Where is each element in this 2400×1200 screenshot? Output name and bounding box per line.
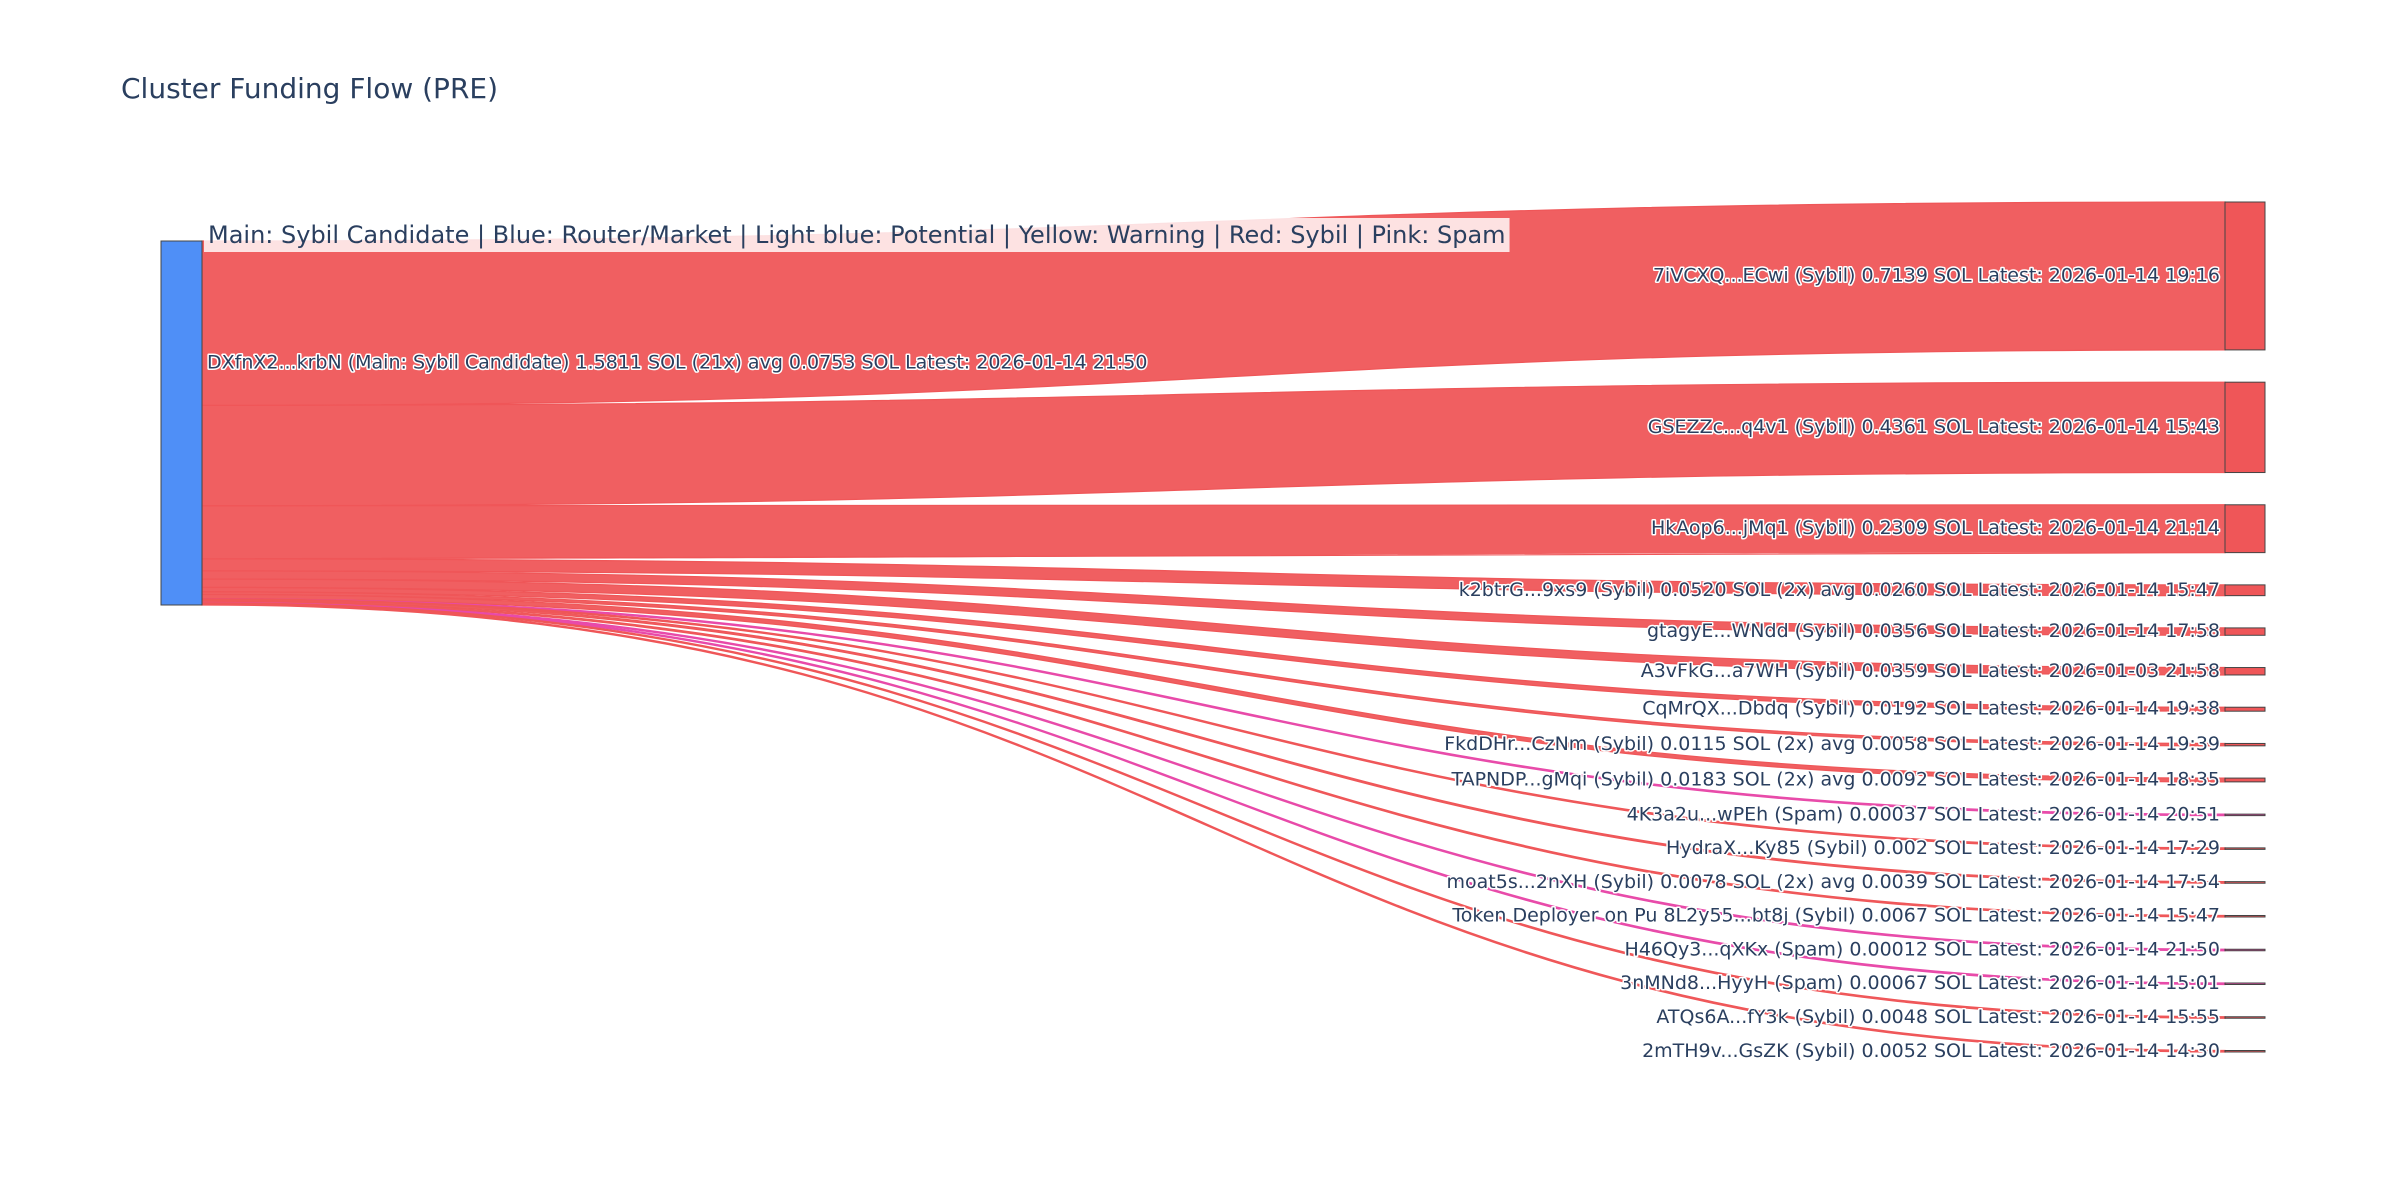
target-label: Token Deployer on Pu 8L2y55...bt8j (Sybi… (1451, 905, 2220, 927)
target-node (2224, 742, 2266, 747)
target-label: CqMrQX...Dbdq (Sybil) 0.0192 SOL Latest:… (1642, 698, 2220, 720)
target-label: TAPNDP...gMqi (Sybil) 0.0183 SOL (2x) av… (1450, 768, 2220, 790)
target-node (2224, 881, 2266, 884)
flow-link (201, 504, 2226, 560)
target-label-halo: k2btrG...9xs9 (Sybil) 0.0520 SOL (2x) av… (1459, 579, 2220, 601)
target-label: A3vFkG...a7WH (Sybil) 0.0359 SOL Latest:… (1641, 660, 2220, 682)
sankey-nodes (160, 201, 2266, 1053)
target-label-halo: CqMrQX...Dbdq (Sybil) 0.0192 SOL Latest:… (1642, 698, 2220, 720)
target-label: GSEZZc...q4v1 (Sybil) 0.4361 SOL Latest:… (1648, 416, 2220, 438)
target-label: HkAop6...jMq1 (Sybil) 0.2309 SOL Latest:… (1651, 517, 2220, 539)
target-label: FkdDHr...CzNm (Sybil) 0.0115 SOL (2x) av… (1444, 733, 2220, 755)
target-node (2224, 1016, 2266, 1019)
target-node (2224, 982, 2266, 985)
sankey-labels: DXfnX2...krbN (Main: Sybil Candidate) 1.… (204, 218, 2222, 1063)
target-label-halo: TAPNDP...gMqi (Sybil) 0.0183 SOL (2x) av… (1450, 768, 2220, 790)
target-label: ATQs6A...fY3k (Sybil) 0.0048 SOL Latest:… (1656, 1006, 2220, 1028)
target-label-halo: ATQs6A...fY3k (Sybil) 0.0048 SOL Latest:… (1656, 1006, 2220, 1028)
legend-annotation-bg (204, 218, 1510, 252)
target-label: k2btrG...9xs9 (Sybil) 0.0520 SOL (2x) av… (1459, 579, 2220, 601)
target-node (2224, 504, 2266, 554)
target-node (2224, 777, 2266, 783)
target-node (2224, 584, 2266, 597)
target-label-halo: H46Qy3...qXKx (Spam) 0.00012 SOL Latest:… (1625, 938, 2220, 960)
target-label-halo: A3vFkG...a7WH (Sybil) 0.0359 SOL Latest:… (1641, 660, 2220, 682)
target-node (2224, 627, 2266, 636)
source-node (160, 240, 203, 606)
source-label: DXfnX2...krbN (Main: Sybil Candidate) 1.… (207, 352, 1147, 374)
target-label-halo: 2mTH9v...GsZK (Sybil) 0.0052 SOL Latest:… (1642, 1040, 2220, 1062)
chart-title: Cluster Funding Flow (PRE) (121, 72, 499, 105)
target-label-halo: GSEZZc...q4v1 (Sybil) 0.4361 SOL Latest:… (1648, 416, 2220, 438)
target-node (2224, 667, 2266, 676)
target-label: moat5s...2nXH (Sybil) 0.0078 SOL (2x) av… (1447, 871, 2220, 893)
target-label-halo: Token Deployer on Pu 8L2y55...bt8j (Sybi… (1451, 905, 2220, 927)
target-node (2224, 1050, 2266, 1053)
target-label-halo: gtagyE...WNdd (Sybil) 0.0356 SOL Latest:… (1647, 620, 2220, 642)
target-node (2224, 381, 2266, 474)
target-label-halo: 3nMNd8...HyyH (Spam) 0.00067 SOL Latest:… (1620, 972, 2220, 994)
target-label: H46Qy3...qXKx (Spam) 0.00012 SOL Latest:… (1625, 938, 2220, 960)
target-node (2224, 201, 2266, 351)
target-node (2224, 914, 2266, 918)
target-label: 2mTH9v...GsZK (Sybil) 0.0052 SOL Latest:… (1642, 1040, 2220, 1062)
target-label-halo: HkAop6...jMq1 (Sybil) 0.2309 SOL Latest:… (1651, 517, 2220, 539)
legend-annotation: Main: Sybil Candidate | Blue: Router/Mar… (208, 221, 1506, 249)
target-label-halo: 7iVCXQ...ECwi (Sybil) 0.7139 SOL Latest:… (1653, 264, 2220, 286)
target-node (2224, 847, 2266, 850)
target-node (2224, 706, 2266, 712)
target-label: gtagyE...WNdd (Sybil) 0.0356 SOL Latest:… (1647, 620, 2220, 642)
target-label: 7iVCXQ...ECwi (Sybil) 0.7139 SOL Latest:… (1653, 264, 2220, 286)
target-label-halo: FkdDHr...CzNm (Sybil) 0.0115 SOL (2x) av… (1444, 733, 2220, 755)
target-node (2224, 948, 2266, 952)
target-label-halo: HydraX...Ky85 (Sybil) 0.002 SOL Latest: … (1666, 837, 2220, 859)
target-label: 3nMNd8...HyyH (Spam) 0.00067 SOL Latest:… (1620, 972, 2220, 994)
target-label-halo: moat5s...2nXH (Sybil) 0.0078 SOL (2x) av… (1447, 871, 2220, 893)
target-label: HydraX...Ky85 (Sybil) 0.002 SOL Latest: … (1666, 837, 2220, 859)
target-node (2224, 813, 2266, 817)
target-label: 4K3a2u...wPEh (Spam) 0.00037 SOL Latest:… (1627, 803, 2220, 825)
sankey-links (201, 201, 2226, 1053)
source-label-halo: DXfnX2...krbN (Main: Sybil Candidate) 1.… (207, 352, 1147, 374)
target-label-halo: 4K3a2u...wPEh (Spam) 0.00037 SOL Latest:… (1627, 803, 2220, 825)
